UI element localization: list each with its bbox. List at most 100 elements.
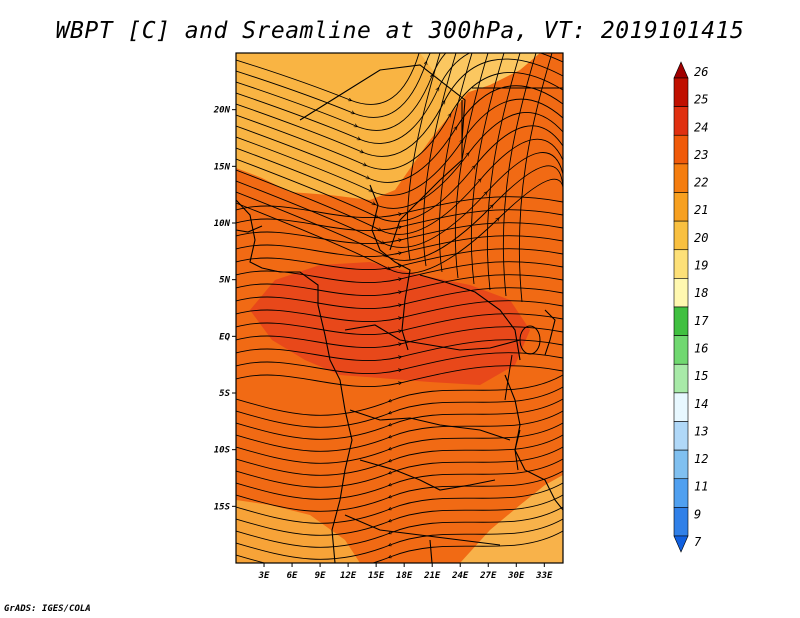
colorbar-label: 25: [694, 93, 708, 107]
streamline: [236, 287, 563, 309]
colorbar-segment: [673, 449, 689, 480]
wbpt-region-center-red: [250, 262, 530, 385]
colorbar-segment: [673, 363, 689, 394]
lon-tick-label: 12E: [340, 571, 357, 581]
lat-tick-label: 5N: [219, 276, 230, 286]
latitude-axis: 20N 15N 10N 5N EQ 5S 10S 15S: [213, 106, 236, 512]
colorbar-segment: [673, 220, 689, 251]
streamline: [236, 482, 563, 524]
colorbar-label: 11: [694, 480, 708, 494]
colorbar-segment: [673, 163, 689, 193]
lat-tick-label: 10S: [214, 446, 231, 456]
streamline: [236, 530, 563, 563]
lat-tick-label: 15N: [214, 162, 231, 172]
lon-tick-label: 9E: [315, 571, 326, 581]
colorbar-label: 12: [694, 452, 708, 466]
lon-tick-label: 15E: [368, 571, 385, 581]
lon-tick-label: 33E: [535, 571, 553, 581]
streamline: [236, 235, 563, 257]
streamline: [454, 53, 489, 279]
streamline: [236, 422, 563, 464]
country-borders: [236, 64, 563, 563]
streamline: [470, 53, 505, 285]
colorbar-label: 19: [694, 259, 708, 273]
colorbar-label: 23: [694, 148, 708, 162]
colorbar-label: 24: [694, 120, 708, 134]
streamline: [236, 494, 563, 536]
lat-tick-label: EQ: [219, 332, 230, 342]
colorbar-segment: [673, 421, 689, 451]
colorbar-segment: [673, 106, 689, 136]
lat-tick-label: 5S: [219, 389, 230, 399]
streamline: [236, 352, 563, 374]
map-frame: [235, 52, 564, 564]
lakes: [504, 325, 541, 471]
streamline: [486, 53, 521, 291]
lat-tick-label: 15S: [214, 502, 231, 512]
lon-tick-label: 27E: [479, 571, 497, 581]
colorbar-segment: [673, 306, 689, 336]
streamline: [236, 458, 563, 500]
streamline: [406, 53, 441, 261]
streamline: [236, 434, 563, 476]
colorbar-label: 14: [694, 397, 708, 411]
colorbar-segment: [673, 278, 689, 308]
streamline: [236, 274, 563, 296]
streamline: [236, 386, 563, 428]
streamline: [236, 313, 563, 335]
streamline: [236, 300, 563, 322]
colorbar-label: 20: [694, 231, 708, 245]
colorbar-segment: [673, 134, 689, 165]
streamline: [422, 53, 457, 267]
streamline: [236, 196, 563, 218]
lon-tick-label: 30E: [507, 571, 525, 581]
streamline: [502, 53, 537, 297]
wbpt-region-ne-yellow: [420, 53, 540, 95]
streamline: [236, 209, 563, 231]
longitude-axis: 3E 6E 9E 12E 15E 18E 21E 24E 27E 30E 33E: [258, 563, 553, 581]
lon-tick-label: 18E: [396, 571, 413, 581]
map-panel: [236, 53, 563, 563]
streamline: [236, 365, 563, 387]
lon-tick-label: 6E: [287, 571, 298, 581]
colorbar-label: 18: [694, 286, 708, 300]
streamline: [236, 470, 563, 512]
colorbar-label: 17: [694, 314, 709, 328]
colorbar: 26 25 24 23 22 21 20 19 18 17 16 15 14 13 12 11 9 7: [673, 61, 709, 553]
colorbar-segment: [673, 249, 689, 279]
streamline: [236, 248, 563, 270]
streamline: [236, 398, 563, 440]
colorbar-label: 21: [694, 203, 708, 217]
streamline: [236, 339, 563, 361]
streamline: [236, 178, 563, 274]
streamline: [236, 506, 563, 548]
colorbar-segment: [673, 478, 689, 508]
colorbar-label: 13: [694, 424, 708, 438]
streamline: [236, 410, 563, 452]
lat-tick-label: 10N: [214, 219, 231, 229]
colorbar-segment: [673, 535, 689, 553]
streamline: [236, 446, 563, 488]
colorbar-label: 7: [694, 535, 702, 549]
streamline: [236, 374, 563, 416]
lon-tick-label: 3E: [258, 571, 270, 581]
lat-tick-label: 20N: [213, 106, 231, 116]
colorbar-label: 15: [694, 369, 708, 383]
colorbar-label: 9: [694, 507, 701, 521]
streamline: [518, 53, 553, 303]
colorbar-label: 22: [694, 176, 708, 190]
lon-tick-label: 24E: [451, 571, 469, 581]
colorbar-label: 26: [694, 65, 708, 79]
grads-credit: GrADS: IGES/COLA: [4, 604, 91, 614]
lon-tick-label: 21E: [423, 571, 441, 581]
colorbar-segment: [673, 392, 689, 422]
colorbar-segment: [673, 77, 689, 107]
colorbar-segment: [673, 192, 689, 222]
streamline: [438, 53, 473, 273]
colorbar-segment: [673, 507, 689, 537]
streamline: [236, 518, 563, 560]
streamline: [236, 326, 563, 348]
colorbar-label: 16: [694, 341, 708, 355]
streamline: [236, 222, 563, 244]
